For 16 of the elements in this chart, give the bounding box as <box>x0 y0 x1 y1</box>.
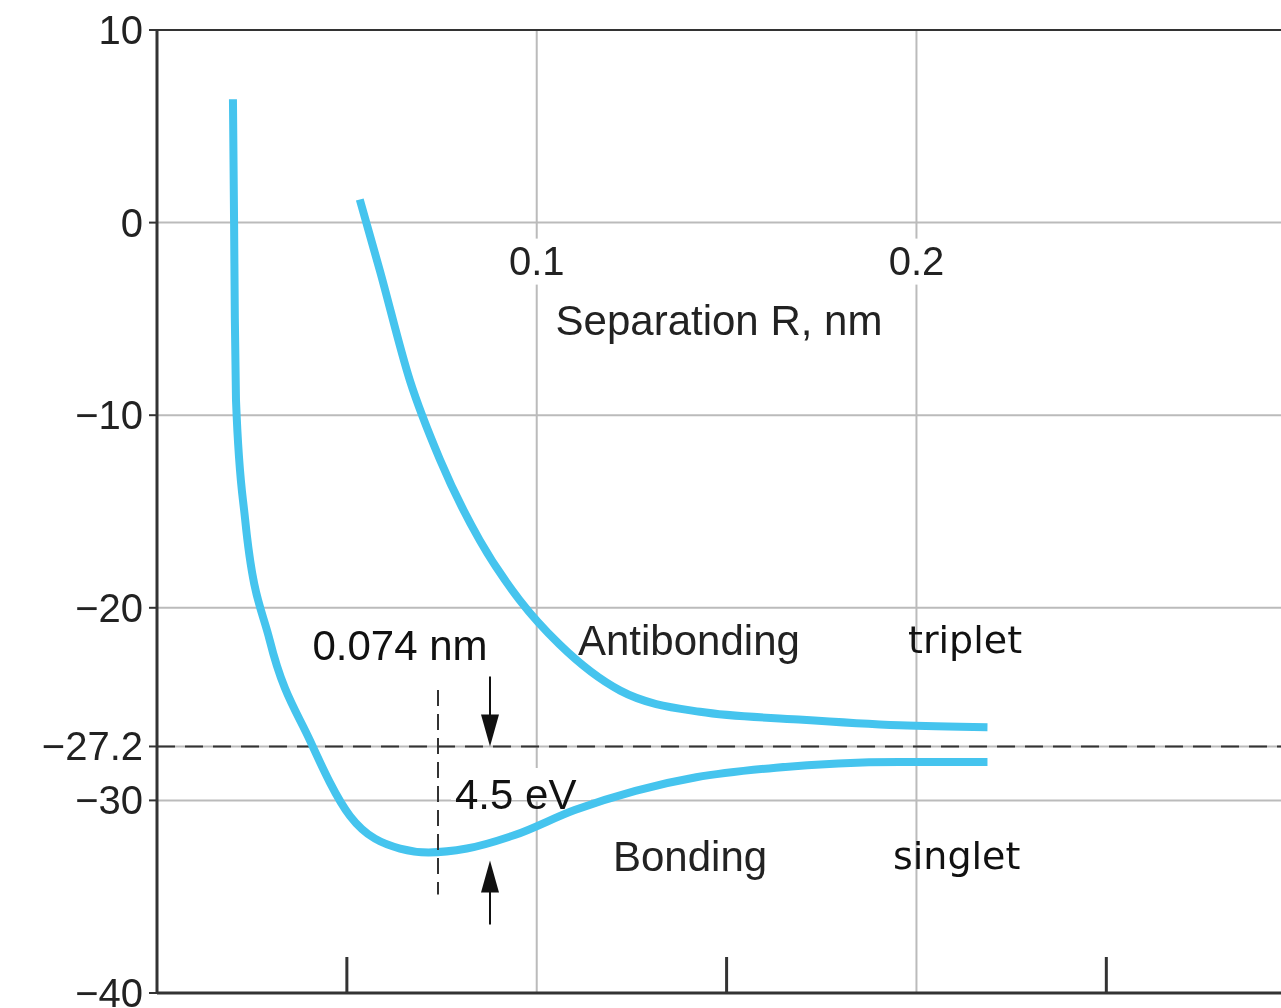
x-axis-title: Separation R, nm <box>555 297 883 345</box>
y-tick-label: −40 <box>75 971 143 1008</box>
series-label: Antibonding <box>578 616 800 664</box>
annotation: 4.5 eV <box>455 770 577 818</box>
x-tick-label: 0.1 <box>508 238 565 283</box>
annotation: singlet <box>893 834 1021 879</box>
y-tick-label: 10 <box>98 8 143 52</box>
y-tick-label: −20 <box>75 585 143 630</box>
y-tick-label: −30 <box>75 778 143 823</box>
y-tick-label: −27.2 <box>41 724 143 769</box>
x-tick-label: 0.2 <box>888 238 945 283</box>
annotation: triplet <box>908 618 1023 663</box>
y-tick-label: 0 <box>120 200 143 245</box>
annotation: 0.074 nm <box>312 621 488 669</box>
series-label: Bonding <box>613 832 768 880</box>
y-tick-label: −10 <box>75 393 143 438</box>
